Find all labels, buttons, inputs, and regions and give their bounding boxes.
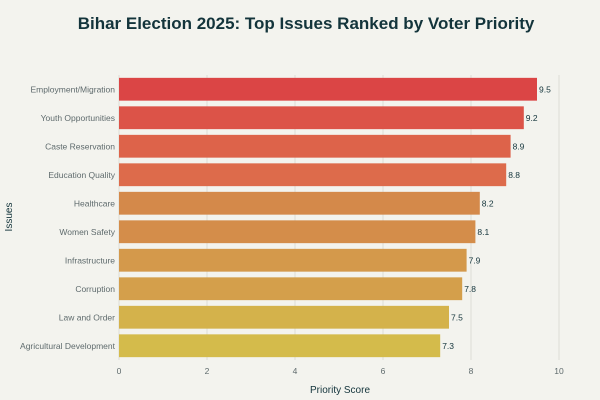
x-tick-label: 2 bbox=[205, 366, 210, 376]
data-label: 7.9 bbox=[469, 255, 481, 265]
x-tick-label: 4 bbox=[293, 366, 298, 376]
bar bbox=[119, 106, 524, 130]
data-label: 9.5 bbox=[539, 84, 551, 94]
bar bbox=[119, 277, 463, 301]
x-tick-label: 8 bbox=[469, 366, 474, 376]
bar bbox=[119, 220, 476, 244]
y-tick-label: Employment/Migration bbox=[30, 84, 115, 94]
bar bbox=[119, 334, 441, 358]
data-label: 7.5 bbox=[451, 312, 463, 322]
x-tick-label: 0 bbox=[117, 366, 122, 376]
y-tick-label: Youth Opportunities bbox=[41, 113, 115, 123]
bar bbox=[119, 248, 467, 272]
x-axis-title: Priority Score bbox=[310, 385, 370, 396]
bar bbox=[119, 134, 511, 158]
y-tick-label: Law and Order bbox=[59, 312, 115, 322]
chart-title: Bihar Election 2025: Top Issues Ranked b… bbox=[78, 14, 535, 33]
data-label: 8.2 bbox=[482, 198, 494, 208]
data-label: 9.2 bbox=[526, 113, 538, 123]
y-tick-label: Agricultural Development bbox=[20, 341, 116, 351]
y-tick-label: Infrastructure bbox=[65, 255, 115, 265]
y-tick-label: Caste Reservation bbox=[45, 141, 115, 151]
data-label: 8.8 bbox=[508, 170, 520, 180]
bar bbox=[119, 191, 480, 215]
y-tick-label: Healthcare bbox=[74, 198, 115, 208]
data-label: 8.9 bbox=[513, 141, 525, 151]
data-label: 7.3 bbox=[442, 341, 454, 351]
y-tick-label: Women Safety bbox=[59, 227, 115, 237]
bars bbox=[119, 77, 537, 358]
y-tick-label: Corruption bbox=[75, 284, 115, 294]
bar bbox=[119, 305, 449, 329]
y-axis-title: Issues bbox=[4, 203, 15, 232]
y-tick-label: Education Quality bbox=[48, 170, 115, 180]
x-tick-label: 6 bbox=[381, 366, 386, 376]
bar bbox=[119, 77, 537, 101]
data-label: 7.8 bbox=[464, 284, 476, 294]
x-tick-label: 10 bbox=[554, 366, 564, 376]
data-label: 8.1 bbox=[477, 227, 489, 237]
bar bbox=[119, 163, 507, 187]
labels: 0 2 4 6 8 10 Employment/Migration 9.5 Youth Oppo… bbox=[20, 84, 564, 376]
